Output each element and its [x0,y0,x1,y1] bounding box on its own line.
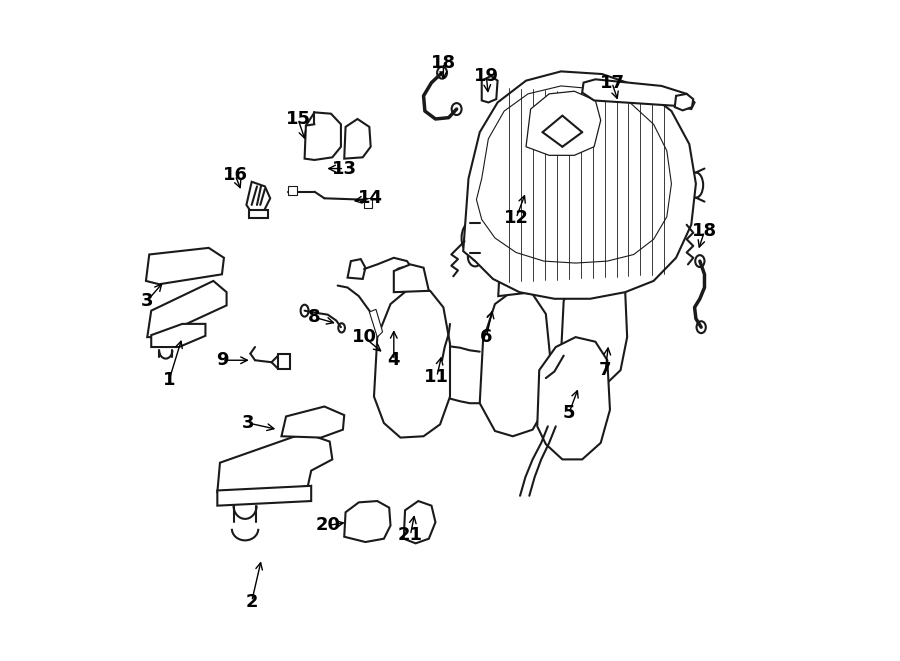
Ellipse shape [187,303,197,318]
Polygon shape [151,324,205,347]
Ellipse shape [202,297,212,311]
Polygon shape [482,76,498,102]
Text: 3: 3 [141,292,154,310]
Polygon shape [404,501,436,543]
Ellipse shape [680,94,690,107]
Ellipse shape [356,508,378,533]
Polygon shape [148,281,227,337]
Polygon shape [347,259,365,279]
Ellipse shape [688,173,703,198]
Ellipse shape [301,305,309,317]
Polygon shape [464,71,696,299]
Text: 4: 4 [388,351,400,369]
Polygon shape [278,354,290,369]
Ellipse shape [155,317,166,331]
Polygon shape [344,501,391,542]
Text: 19: 19 [474,67,499,85]
Polygon shape [499,264,533,296]
Ellipse shape [309,412,320,428]
Ellipse shape [438,356,446,367]
Ellipse shape [697,321,706,333]
Ellipse shape [452,103,462,115]
Ellipse shape [250,463,264,483]
Ellipse shape [349,126,365,151]
Text: 15: 15 [285,110,310,128]
Text: 3: 3 [242,414,255,432]
Text: 12: 12 [504,209,528,227]
Text: 18: 18 [692,222,717,241]
Polygon shape [537,337,610,459]
Ellipse shape [170,310,181,325]
Text: 8: 8 [308,308,320,327]
Polygon shape [344,119,371,159]
Ellipse shape [569,416,576,424]
Ellipse shape [437,67,447,79]
Ellipse shape [270,455,284,475]
Polygon shape [675,94,693,110]
Polygon shape [582,79,695,109]
Text: 9: 9 [216,351,229,369]
Ellipse shape [232,469,245,489]
Ellipse shape [592,333,598,341]
Polygon shape [561,268,627,385]
Polygon shape [304,112,341,160]
Text: 1: 1 [163,371,176,389]
Polygon shape [394,264,428,292]
Ellipse shape [202,258,208,266]
Polygon shape [288,186,297,195]
Text: 14: 14 [358,189,383,208]
Polygon shape [247,182,270,213]
Ellipse shape [485,85,493,97]
Text: 6: 6 [480,328,492,346]
Text: 16: 16 [222,166,248,184]
Text: 21: 21 [398,526,423,545]
Ellipse shape [190,258,195,266]
Ellipse shape [157,262,162,270]
Text: 13: 13 [332,159,356,178]
Ellipse shape [338,323,345,332]
Ellipse shape [583,82,598,100]
Polygon shape [480,291,551,436]
Text: 20: 20 [315,516,340,535]
Text: 5: 5 [562,404,575,422]
Ellipse shape [414,515,423,527]
Ellipse shape [695,255,705,267]
Polygon shape [217,433,332,502]
Polygon shape [146,248,224,284]
Text: 10: 10 [352,328,376,346]
Ellipse shape [312,121,334,150]
Polygon shape [282,407,344,438]
Ellipse shape [173,260,178,268]
Text: 2: 2 [246,592,258,611]
Text: 11: 11 [424,368,449,386]
Ellipse shape [409,508,428,533]
Polygon shape [526,91,600,155]
Ellipse shape [288,449,302,469]
Polygon shape [369,309,382,337]
Text: 18: 18 [431,54,456,72]
Polygon shape [217,486,311,506]
Polygon shape [374,288,450,438]
Polygon shape [364,198,372,208]
Text: 17: 17 [599,73,625,92]
Ellipse shape [292,416,304,432]
Polygon shape [476,86,671,263]
Text: 7: 7 [599,361,612,379]
Polygon shape [249,210,268,218]
